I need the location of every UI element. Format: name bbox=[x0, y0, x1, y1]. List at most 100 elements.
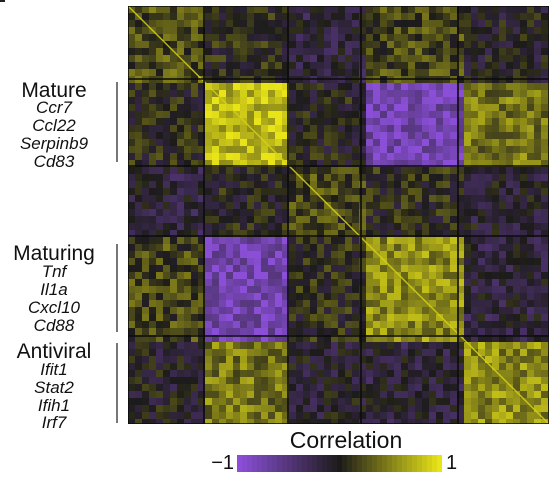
heatmap-cell bbox=[359, 34, 366, 41]
heatmap-cell bbox=[380, 419, 387, 424]
heatmap-cell bbox=[422, 391, 429, 398]
heatmap-cell bbox=[184, 27, 191, 34]
heatmap-cell bbox=[394, 314, 401, 321]
heatmap-cell bbox=[247, 181, 254, 188]
heatmap-cell bbox=[289, 398, 296, 405]
heatmap-cell bbox=[163, 27, 170, 34]
heatmap-cell bbox=[373, 27, 380, 34]
heatmap-cell bbox=[191, 146, 198, 153]
heatmap-cell bbox=[177, 398, 184, 405]
heatmap-cell bbox=[261, 412, 268, 419]
heatmap-cell bbox=[464, 251, 471, 258]
heatmap-cell bbox=[177, 181, 184, 188]
heatmap-cell bbox=[450, 314, 457, 321]
heatmap-cell bbox=[499, 132, 506, 139]
heatmap-cell bbox=[499, 167, 506, 174]
module-title-mature: Mature bbox=[21, 79, 87, 102]
heatmap-cell bbox=[520, 48, 527, 55]
heatmap-cell bbox=[205, 13, 212, 20]
heatmap-cell bbox=[541, 328, 548, 335]
heatmap-cell bbox=[457, 118, 464, 125]
heatmap-cell bbox=[310, 286, 317, 293]
heatmap-cell bbox=[373, 83, 380, 90]
heatmap-cell bbox=[184, 13, 191, 20]
heatmap-cell bbox=[205, 125, 212, 132]
heatmap-cell bbox=[205, 90, 212, 97]
heatmap-cell bbox=[170, 314, 177, 321]
heatmap-cell bbox=[499, 195, 506, 202]
heatmap-cell bbox=[261, 202, 268, 209]
heatmap-cell bbox=[436, 377, 443, 384]
heatmap-cell bbox=[275, 342, 282, 349]
heatmap-cell bbox=[366, 230, 373, 237]
heatmap-cell bbox=[373, 41, 380, 48]
heatmap-cell bbox=[226, 363, 233, 370]
heatmap-cell bbox=[527, 265, 534, 272]
heatmap-cell bbox=[149, 104, 156, 111]
heatmap-cell bbox=[443, 62, 450, 69]
heatmap-cell bbox=[359, 111, 366, 118]
heatmap-cell bbox=[478, 146, 485, 153]
heatmap-cell bbox=[212, 27, 219, 34]
heatmap-cell bbox=[324, 349, 331, 356]
heatmap-cell bbox=[401, 244, 408, 251]
heatmap-cell bbox=[170, 181, 177, 188]
heatmap-cell bbox=[366, 265, 373, 272]
heatmap-cell bbox=[296, 209, 303, 216]
heatmap-cell bbox=[380, 209, 387, 216]
heatmap-cell bbox=[191, 356, 198, 363]
heatmap-cell bbox=[520, 314, 527, 321]
heatmap-cell bbox=[506, 251, 513, 258]
heatmap-cell bbox=[443, 419, 450, 424]
heatmap-cell bbox=[541, 335, 548, 342]
heatmap-cell bbox=[541, 223, 548, 230]
heatmap-cell bbox=[436, 55, 443, 62]
heatmap-cell bbox=[464, 62, 471, 69]
heatmap-cell bbox=[380, 41, 387, 48]
heatmap-cell bbox=[247, 6, 254, 13]
heatmap-cell bbox=[184, 300, 191, 307]
heatmap-cell bbox=[296, 160, 303, 167]
heatmap-cell bbox=[205, 349, 212, 356]
heatmap-cell bbox=[478, 167, 485, 174]
heatmap-cell bbox=[324, 293, 331, 300]
heatmap-cell bbox=[268, 97, 275, 104]
heatmap-cell bbox=[170, 356, 177, 363]
heatmap-cell bbox=[184, 377, 191, 384]
heatmap-cell bbox=[317, 230, 324, 237]
heatmap-cell bbox=[513, 384, 520, 391]
heatmap-cell bbox=[408, 223, 415, 230]
heatmap-cell bbox=[401, 181, 408, 188]
heatmap-cell bbox=[464, 237, 471, 244]
heatmap-cell bbox=[408, 293, 415, 300]
heatmap-cell bbox=[254, 342, 261, 349]
heatmap-cell bbox=[212, 272, 219, 279]
heatmap-cell bbox=[254, 55, 261, 62]
heatmap-cell bbox=[233, 272, 240, 279]
heatmap-cell bbox=[366, 69, 373, 76]
heatmap-cell bbox=[499, 265, 506, 272]
heatmap-cell bbox=[233, 139, 240, 146]
heatmap-cell bbox=[226, 195, 233, 202]
heatmap-cell bbox=[457, 286, 464, 293]
heatmap-cell bbox=[506, 307, 513, 314]
heatmap-cell bbox=[212, 216, 219, 223]
heatmap-cell bbox=[464, 384, 471, 391]
heatmap-cell bbox=[212, 97, 219, 104]
heatmap-cell bbox=[394, 307, 401, 314]
heatmap-cell bbox=[135, 223, 142, 230]
heatmap-cell bbox=[184, 146, 191, 153]
heatmap-cell bbox=[184, 307, 191, 314]
heatmap-cell bbox=[506, 139, 513, 146]
heatmap-cell bbox=[282, 111, 289, 118]
heatmap-cell bbox=[247, 202, 254, 209]
heatmap-cell bbox=[499, 48, 506, 55]
heatmap-cell bbox=[443, 377, 450, 384]
heatmap-cell bbox=[373, 48, 380, 55]
heatmap-cell bbox=[289, 223, 296, 230]
heatmap-cell bbox=[205, 202, 212, 209]
heatmap-cell bbox=[492, 13, 499, 20]
heatmap-cell bbox=[331, 62, 338, 69]
heatmap-cell bbox=[135, 27, 142, 34]
heatmap-cell bbox=[247, 83, 254, 90]
